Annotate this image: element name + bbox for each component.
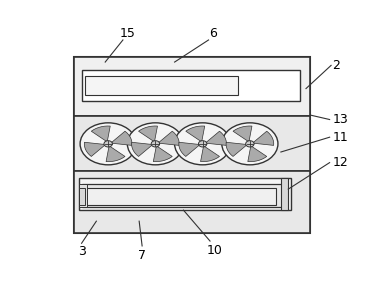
Polygon shape: [106, 147, 125, 162]
Bar: [74, 171, 311, 233]
Circle shape: [127, 123, 184, 165]
Polygon shape: [153, 147, 172, 162]
Circle shape: [199, 141, 207, 147]
Circle shape: [80, 123, 136, 165]
Text: 7: 7: [138, 249, 146, 262]
Circle shape: [151, 141, 160, 147]
Bar: [78, 178, 291, 210]
Polygon shape: [84, 142, 104, 156]
Polygon shape: [200, 147, 219, 162]
Polygon shape: [159, 131, 179, 146]
Polygon shape: [206, 131, 226, 146]
Text: 6: 6: [209, 27, 217, 40]
Polygon shape: [248, 147, 267, 162]
Bar: [85, 76, 238, 95]
Circle shape: [246, 141, 254, 147]
Polygon shape: [139, 126, 157, 141]
Bar: [85, 189, 277, 205]
Text: 10: 10: [207, 244, 223, 257]
Circle shape: [222, 123, 278, 165]
Bar: [78, 184, 87, 207]
Bar: [281, 178, 288, 210]
Text: 2: 2: [333, 59, 341, 72]
Polygon shape: [186, 126, 205, 141]
Polygon shape: [179, 142, 199, 156]
Text: 3: 3: [78, 245, 85, 259]
Circle shape: [174, 123, 231, 165]
Polygon shape: [112, 131, 132, 146]
Text: 12: 12: [333, 156, 348, 169]
Text: 13: 13: [333, 113, 348, 126]
Bar: [74, 116, 311, 171]
Text: 11: 11: [333, 131, 348, 144]
Bar: [82, 184, 282, 207]
Polygon shape: [233, 126, 252, 141]
Text: 15: 15: [119, 27, 135, 40]
Bar: [82, 70, 300, 101]
Bar: [74, 57, 311, 233]
Bar: [78, 189, 85, 205]
Circle shape: [104, 141, 112, 147]
Polygon shape: [226, 142, 246, 156]
Polygon shape: [91, 126, 110, 141]
Polygon shape: [131, 142, 152, 156]
Polygon shape: [253, 131, 274, 146]
Bar: [74, 57, 311, 116]
